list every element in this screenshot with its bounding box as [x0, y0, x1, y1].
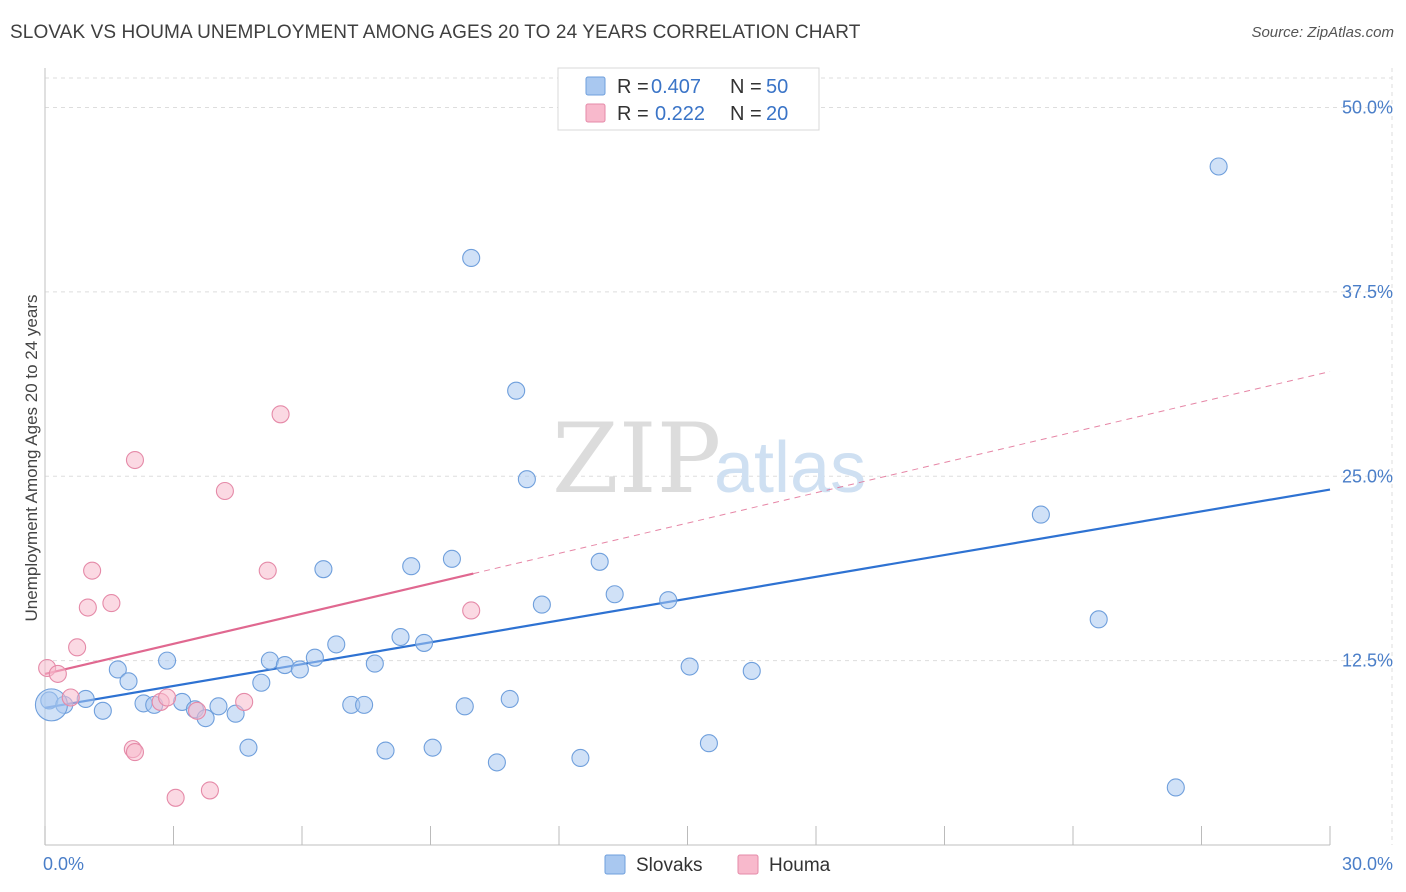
legend-swatch-houma: [585, 103, 606, 123]
point-houma-18: [271, 405, 290, 424]
point-slovaks-5: [119, 672, 138, 691]
point-slovaks-14: [239, 738, 258, 757]
point-houma-13: [188, 701, 207, 720]
legend-r-value-1: 0.407: [651, 76, 701, 98]
point-slovaks-20: [314, 560, 333, 579]
point-slovaks-15: [252, 673, 271, 692]
point-slovaks-3: [93, 701, 112, 720]
chart-title: SLOVAK VS HOUMA UNEMPLOYMENT AMONG AGES …: [10, 22, 861, 43]
watermark-atlas: atlas: [714, 428, 866, 508]
legend-n-label-2: N =: [730, 103, 762, 125]
y-tick-label-2: 37.5%: [1342, 282, 1393, 302]
legend-n-label-1: N =: [730, 76, 762, 98]
point-slovaks-27: [402, 557, 421, 576]
point-houma-3: [78, 598, 97, 617]
point-houma-15: [215, 481, 234, 501]
point-houma-2: [61, 688, 80, 707]
trendline-houma-extension: [473, 371, 1331, 575]
point-slovaks-48: [1209, 157, 1228, 176]
point-slovaks-37: [532, 595, 551, 614]
bottom-legend-swatch-houma: [737, 854, 759, 875]
point-slovaks-12: [209, 697, 228, 716]
point-slovaks-41: [659, 591, 678, 610]
legend-r-label-1: R =: [617, 76, 649, 98]
point-slovaks-31: [455, 697, 474, 716]
point-houma-12: [166, 788, 185, 807]
y-axis-label: Unemployment Among Ages 20 to 24 years: [22, 295, 41, 622]
point-slovaks-25: [376, 741, 395, 760]
bottom-legend-swatch-slovaks: [604, 854, 626, 875]
point-slovaks-36: [517, 470, 536, 489]
point-slovaks-47: [1166, 778, 1185, 797]
point-houma-8: [125, 743, 144, 762]
y-tick-label-3: 50.0%: [1342, 98, 1393, 118]
point-slovaks-23: [355, 695, 374, 714]
point-slovaks-24: [365, 654, 384, 673]
data-points: [34, 157, 1228, 807]
legend: R = 0.407 N = 50 R = 0.222 N = 20: [557, 67, 820, 131]
point-slovaks-39: [590, 552, 609, 571]
point-houma-1: [48, 664, 67, 683]
point-houma-19: [462, 601, 481, 620]
legend-r-label-2: R =: [617, 103, 649, 125]
point-houma-16: [235, 692, 254, 711]
point-houma-11: [158, 688, 177, 707]
point-slovaks-2: [76, 689, 95, 709]
point-slovaks-29: [423, 738, 442, 757]
trendline-slovaks: [44, 488, 1331, 709]
point-houma-17: [258, 561, 277, 580]
point-slovaks-40: [605, 585, 624, 604]
point-slovaks-35: [507, 381, 526, 400]
y-tick-label-1: 25.0%: [1342, 466, 1393, 486]
point-slovaks-28: [415, 633, 434, 652]
gridlines: [45, 68, 1393, 845]
y-tick-label-0: 12.5%: [1342, 651, 1393, 671]
source-label: Source: ZipAtlas.com: [1251, 24, 1394, 41]
legend-swatch-slovaks: [585, 76, 606, 96]
point-slovaks-26: [391, 627, 410, 647]
point-slovaks-18: [290, 660, 309, 679]
point-slovaks-44: [742, 661, 761, 681]
point-houma-9: [125, 450, 144, 470]
watermark-zip: ZIP: [552, 403, 721, 515]
bottom-legend-houma: Houma: [769, 855, 831, 876]
point-slovaks-42: [680, 657, 699, 676]
point-slovaks-43: [699, 734, 718, 753]
point-slovaks-8: [158, 651, 177, 670]
point-slovaks-45: [1031, 505, 1050, 524]
point-slovaks-33: [487, 753, 506, 772]
x-tick-label-0: 0.0%: [43, 854, 84, 874]
bottom-legend: Slovaks Houma: [604, 854, 831, 876]
point-slovaks-34: [500, 689, 519, 709]
legend-r-value-2: 0.222: [655, 103, 705, 125]
legend-n-value-2: 20: [766, 103, 788, 125]
point-slovaks-46: [1089, 610, 1108, 629]
point-slovaks-21: [327, 635, 346, 654]
point-slovaks-32: [462, 248, 481, 268]
point-houma-6: [68, 638, 87, 657]
point-slovaks-38: [571, 748, 590, 768]
x-tick-label-1: 30.0%: [1342, 854, 1393, 874]
point-slovaks-30: [442, 549, 461, 568]
point-slovaks-16: [260, 651, 279, 670]
bottom-legend-slovaks: Slovaks: [636, 855, 703, 876]
legend-n-value-1: 50: [766, 76, 788, 98]
watermark: ZIP atlas: [552, 403, 866, 515]
trendlines: [44, 371, 1331, 709]
point-slovaks-4: [108, 660, 127, 679]
trendline-houma: [44, 572, 474, 675]
point-houma-4: [83, 561, 102, 580]
point-slovaks-19: [305, 648, 324, 667]
point-houma-5: [102, 594, 121, 613]
point-houma-14: [200, 781, 219, 800]
x-tick-labels: 0.0% 30.0%: [43, 854, 1393, 874]
point-slovaks-17: [275, 655, 294, 675]
y-tick-labels: 12.5% 25.0% 37.5% 50.0%: [1342, 98, 1393, 671]
